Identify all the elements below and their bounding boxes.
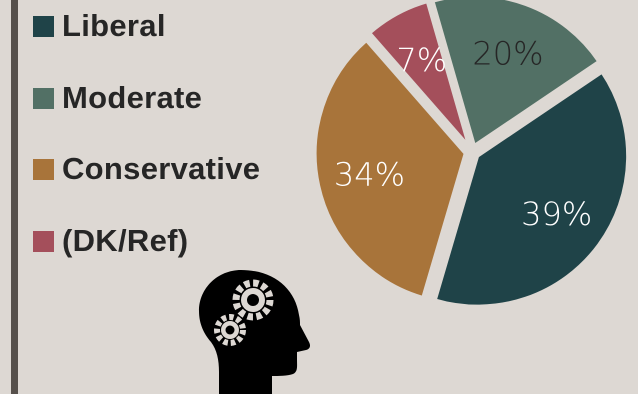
legend-item-dk-ref: (DK/Ref) [33, 223, 188, 259]
pie-label-dk-ref: 7% [396, 41, 447, 79]
legend-swatch-dk-ref [33, 231, 54, 252]
pie-label-conservative: 34% [334, 156, 405, 194]
legend-label-dk-ref: (DK/Ref) [62, 223, 188, 259]
legend-swatch-liberal [33, 16, 54, 37]
head-with-gears-icon [196, 268, 312, 394]
legend-swatch-conservative [33, 159, 54, 180]
legend-label-moderate: Moderate [62, 80, 202, 116]
legend-item-liberal: Liberal [33, 8, 166, 44]
legend-swatch-moderate [33, 88, 54, 109]
accent-bar [11, 0, 18, 394]
legend-item-conservative: Conservative [33, 151, 260, 187]
pie-chart: 39% 34% 7% 20% [310, 0, 638, 310]
legend-label-conservative: Conservative [62, 151, 260, 187]
pie-label-moderate: 20% [472, 34, 543, 72]
legend-item-moderate: Moderate [33, 80, 202, 116]
legend-label-liberal: Liberal [62, 8, 166, 44]
pie-label-liberal: 39% [521, 195, 592, 233]
